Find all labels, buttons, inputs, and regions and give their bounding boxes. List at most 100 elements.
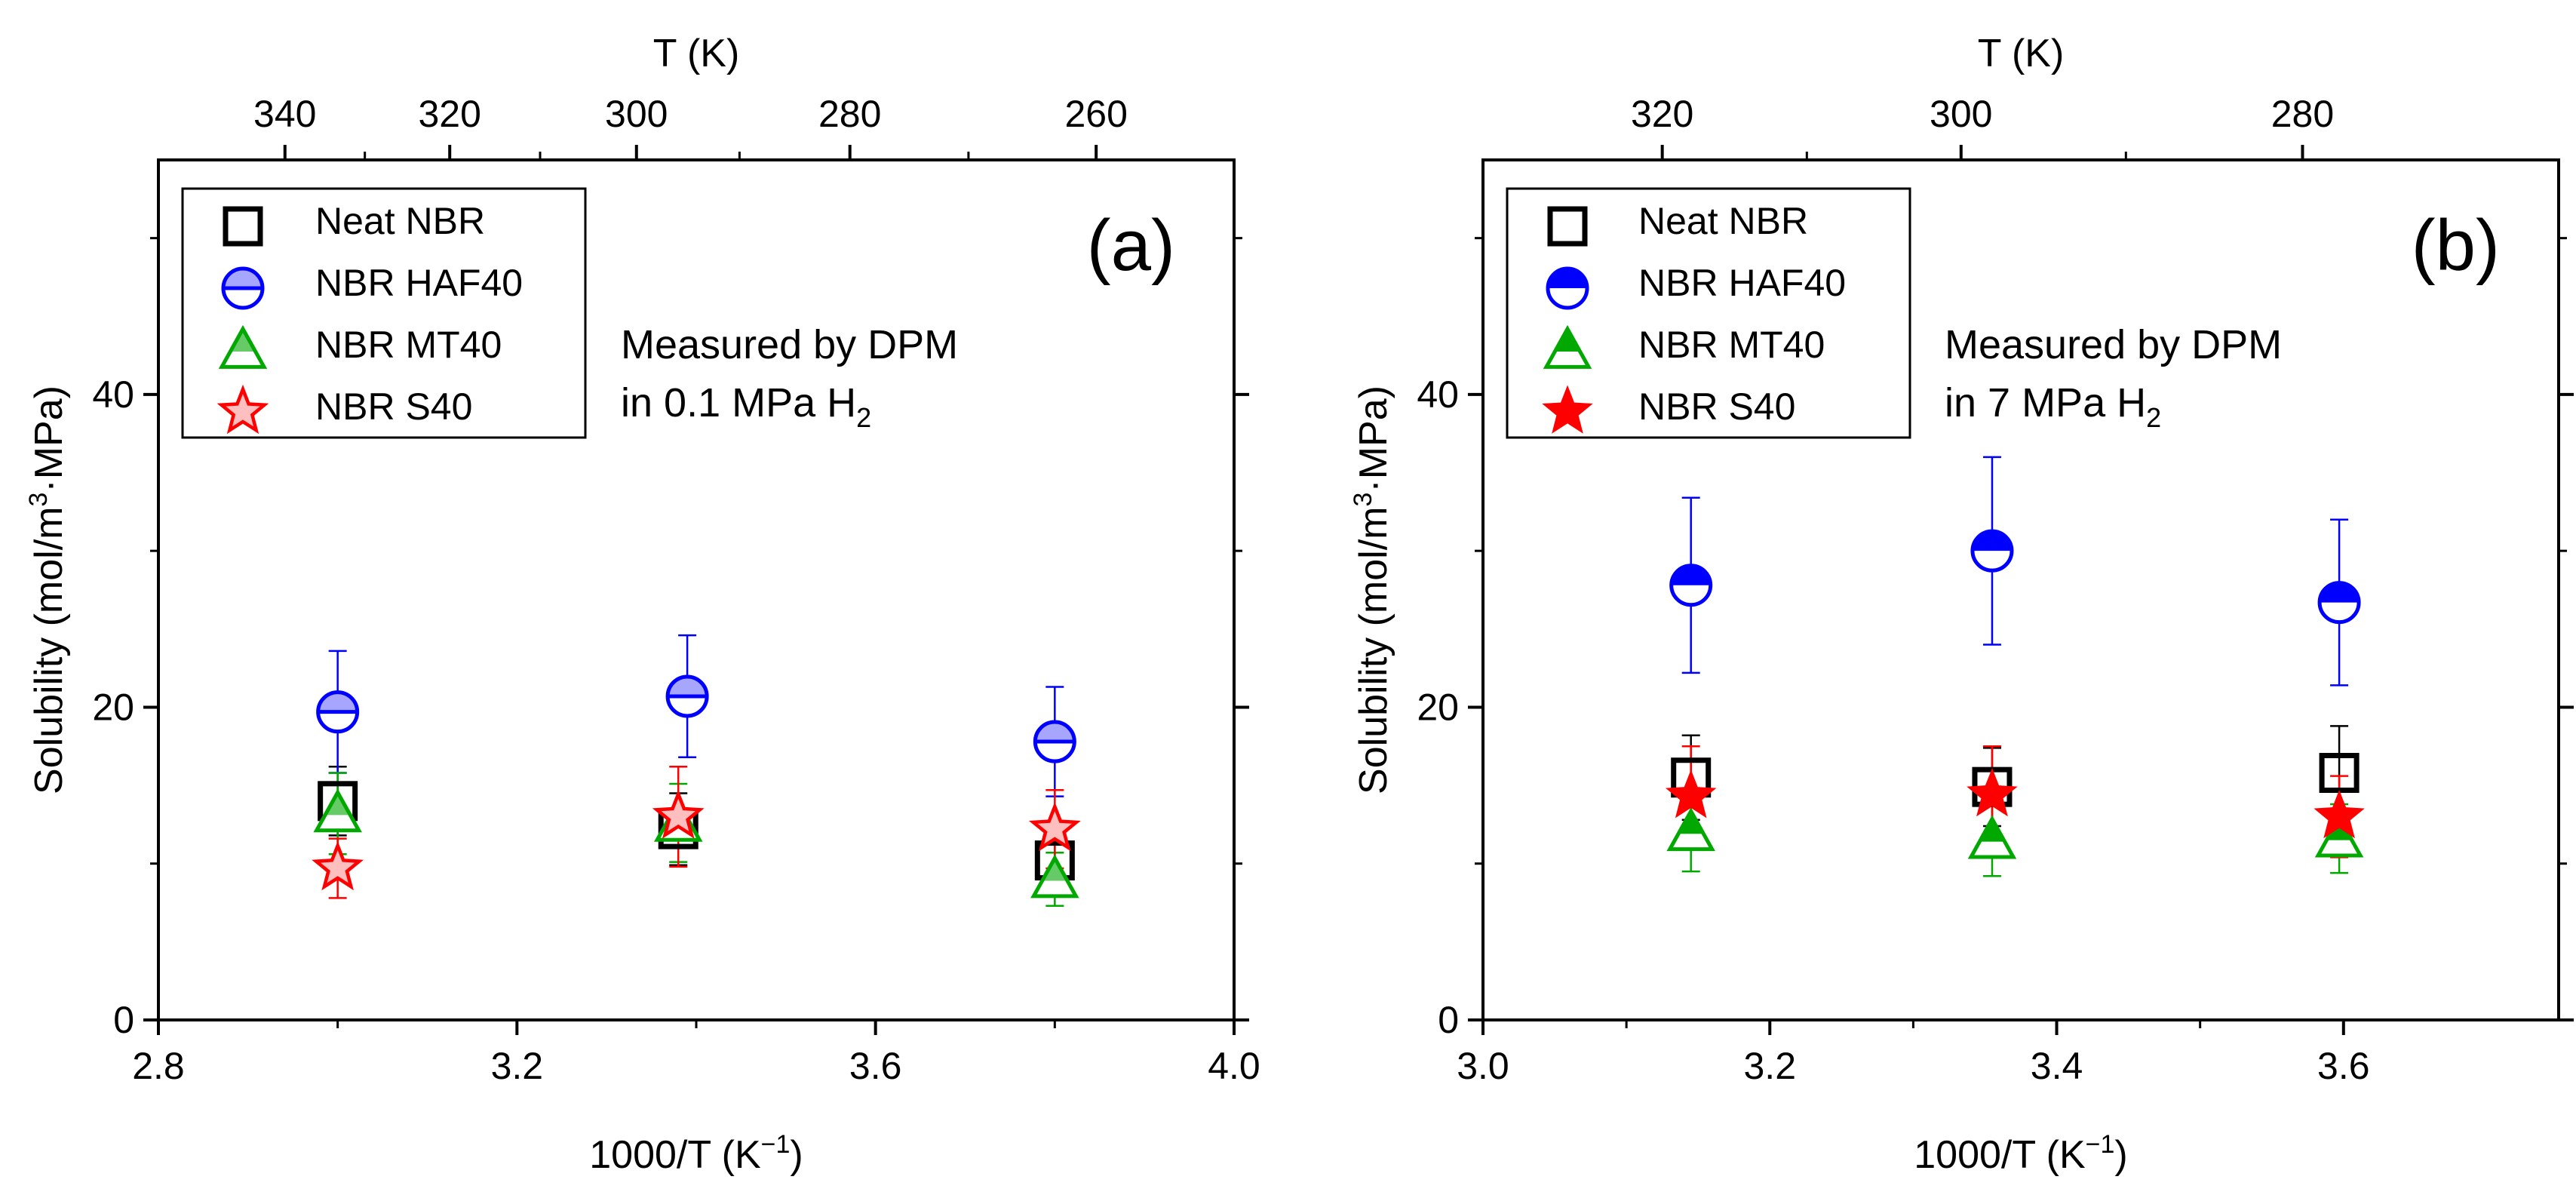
point-nbr-s40 (652, 789, 705, 839)
annotation-line2-b: in 7 MPa H2 (1945, 380, 2161, 433)
top-tick-label: 320 (418, 93, 481, 135)
legend-b: Neat NBR NBR HAF40 NBR MT40 NBR S40 (1506, 187, 1911, 439)
x-tick-label: 3.2 (1744, 1045, 1797, 1087)
point-nbr-mt40 (2314, 813, 2364, 858)
marker-shape (1542, 385, 1593, 434)
legend-symbol-nbr-haf40 (1546, 266, 1589, 310)
annotation-line2-sub: 2 (856, 402, 871, 433)
errorbars-b (1681, 456, 2349, 877)
legend-symbol-neat-nbr (223, 206, 263, 247)
legend-symbols-a (216, 206, 269, 435)
legend-box-b (1506, 187, 1911, 439)
point-nbr-mt40 (1666, 807, 1715, 852)
y-axis-label-text: Solubility (mol/m (1352, 507, 1395, 794)
top-tick-label: 340 (253, 93, 316, 135)
plot-frame-b (1481, 158, 2560, 1021)
top-tick-label: 320 (1631, 93, 1693, 135)
top-tick-label: 300 (605, 93, 668, 135)
legend-symbol-nbr-haf40 (221, 266, 265, 310)
y-axis-label-end: ·MPa) (27, 386, 71, 493)
legend-label-mt-b: NBR MT40 (1638, 324, 1825, 366)
legend-symbol-nbr-mt40 (1543, 324, 1592, 369)
top-tick-label: 280 (818, 93, 881, 135)
panel-b: 3.0 3.2 3.4 3.6 320 300 280 0 20 40 T (K) 1000/T … (1349, 32, 2574, 1177)
marker-fill (2326, 817, 2352, 840)
y-tick-label: 20 (1417, 686, 1459, 728)
errorbars-a (328, 634, 1064, 907)
legend-label-neat-b: Neat NBR (1638, 200, 1808, 242)
legend-symbol-nbr-s40 (1542, 385, 1593, 434)
legend-label-haf-a: NBR HAF40 (315, 262, 523, 304)
y-tick-label: 0 (1438, 999, 1459, 1041)
x-tick-label: 3.4 (2031, 1045, 2083, 1087)
x-tick-label: 2.8 (132, 1045, 185, 1087)
x-axis-label-a: 1000/T (K−1) (589, 1130, 803, 1177)
top-tick-label: 280 (2271, 93, 2334, 135)
x-axis-label-end: ) (2114, 1133, 2127, 1177)
marker-fill (1555, 329, 1580, 352)
legend-label-haf-b: NBR HAF40 (1638, 262, 1846, 304)
y-axis-label-a: Solubility (mol/m3·MPa) (24, 386, 71, 794)
marker-fill (656, 794, 700, 835)
point-nbr-mt40 (1030, 854, 1079, 898)
y-tick-label: 0 (113, 999, 134, 1041)
marker-fill (1678, 811, 1704, 834)
annotation-line2-text: in 7 MPa H (1945, 380, 2146, 425)
point-nbr-haf40 (1669, 564, 1713, 607)
annotation-line2-sub: 2 (2146, 402, 2161, 433)
marker-fill (1033, 806, 1076, 848)
marker-fill (1035, 722, 1075, 742)
x-tick-label: 4.0 (1208, 1045, 1260, 1087)
marker-fill (1671, 565, 1711, 585)
marker-fill (1972, 531, 2012, 551)
y-axis-label-b: Solubility (mol/m3·MPa) (1349, 386, 1395, 794)
legend-label-s40-a: NBR S40 (315, 386, 472, 428)
marker-shape (216, 384, 269, 435)
markers-b (1665, 529, 2365, 859)
point-nbr-haf40 (1033, 720, 1076, 763)
legend-a: Neat NBR NBR HAF40 NBR MT40 NBR S40 (181, 187, 587, 439)
marker-fill (1979, 819, 2005, 842)
marker-fill (668, 676, 708, 696)
x-axis-label-end: ) (790, 1133, 803, 1177)
panel-letter-b: (b) (2412, 205, 2500, 286)
point-nbr-mt40 (1967, 815, 2017, 859)
marker-fill (318, 692, 358, 712)
legend-symbol-nbr-mt40 (218, 324, 268, 369)
markers-a (312, 674, 1081, 898)
point-nbr-s40 (2313, 789, 2365, 839)
y-axis-label-sup: 3 (1349, 493, 1377, 507)
annotation-line1-b: Measured by DPM (1945, 322, 2282, 367)
x-tick-label: 3.6 (2317, 1045, 2370, 1087)
panel-letter-a: (a) (1087, 205, 1175, 286)
y-axis-label-sup: 3 (24, 493, 53, 507)
point-nbr-s40 (312, 840, 364, 891)
legend-box-a (181, 187, 587, 439)
x-axis-label-b: 1000/T (K−1) (1914, 1130, 2128, 1177)
legend-label-mt-a: NBR MT40 (315, 324, 502, 366)
ticks-a: 2.8 3.2 3.6 4.0 340 320 300 280 260 0 20 40 (92, 93, 1260, 1087)
top-tick-label: 260 (1064, 93, 1127, 135)
point-nbr-haf40 (316, 690, 360, 734)
y-tick-label: 40 (1417, 373, 1459, 416)
point-nbr-haf40 (2317, 581, 2361, 625)
marker-fill (223, 269, 263, 288)
marker-fill (1548, 269, 1587, 288)
annotation-line2-a: in 0.1 MPa H2 (621, 380, 871, 433)
panel-a: 2.8 3.2 3.6 4.0 340 320 300 280 260 0 20 40 T (K) 1… (24, 32, 1260, 1177)
point-nbr-mt40 (313, 788, 362, 833)
x-tick-label: 3.0 (1457, 1045, 1509, 1087)
top-tick-label: 300 (1930, 93, 1992, 135)
legend-label-s40-b: NBR S40 (1638, 386, 1795, 428)
top-axis-label-b: T (K) (1978, 32, 2065, 75)
x-axis-label-sup: −1 (2086, 1130, 2115, 1159)
legend-symbol-neat-nbr (1547, 206, 1588, 247)
ticks-b: 3.0 3.2 3.4 3.6 320 300 280 0 20 40 (1417, 93, 2574, 1087)
legend-symbol-nbr-s40 (216, 384, 269, 435)
marker-fill (2320, 582, 2360, 603)
marker-shape (1028, 801, 1081, 852)
marker-shape (652, 789, 705, 839)
marker-shape (1665, 769, 1717, 819)
y-tick-label: 40 (92, 373, 134, 416)
